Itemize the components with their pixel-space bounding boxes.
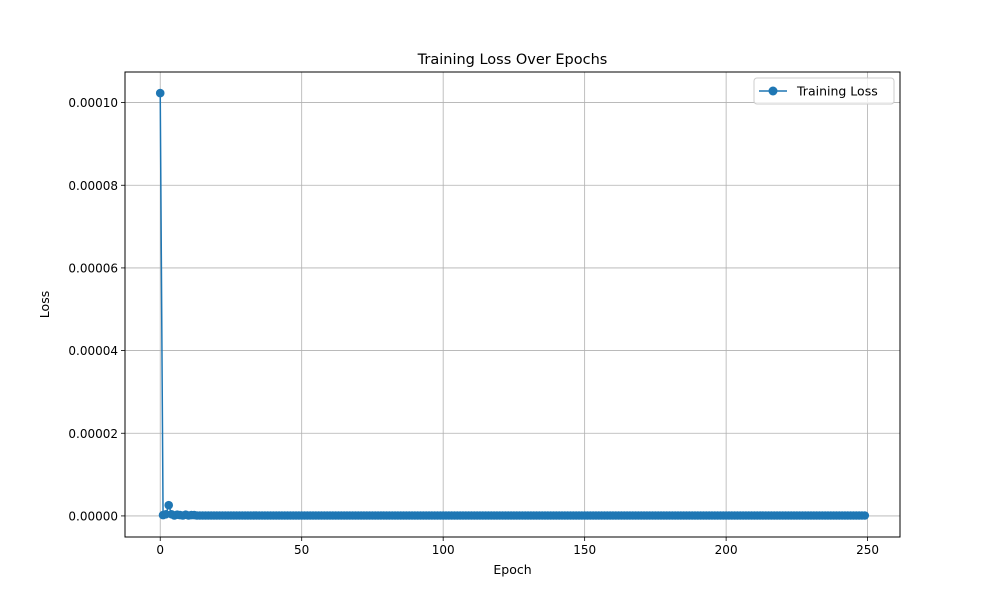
x-axis-label: Epoch — [493, 562, 531, 577]
x-tick-label: 50 — [294, 543, 309, 557]
chart-title: Training Loss Over Epochs — [417, 52, 608, 68]
x-tick-label: 100 — [432, 543, 455, 557]
y-tick-label: 0.00008 — [68, 179, 118, 193]
x-tick-label: 250 — [856, 543, 879, 557]
legend-series-marker — [768, 86, 778, 96]
y-tick-label: 0.00006 — [68, 261, 118, 275]
x-axis-ticks: 0 50 100 150 200 250 — [156, 537, 879, 557]
data-point — [155, 88, 165, 98]
data-point — [860, 511, 870, 520]
x-tick-label: 0 — [156, 543, 164, 557]
y-axis-ticks: 0.00000 0.00002 0.00004 0.00006 0.00008 0.000… — [68, 96, 125, 523]
plot-frame — [124, 71, 901, 538]
y-tick-label: 0.00000 — [68, 509, 118, 523]
y-tick-label: 0.00004 — [68, 344, 118, 358]
y-tick-label: 0.00010 — [68, 96, 118, 110]
legend-box — [753, 77, 895, 105]
x-tick-label: 200 — [715, 543, 738, 557]
series-layer — [155, 88, 870, 520]
legend: Training Loss — [753, 77, 895, 105]
legend-series-label: Training Loss — [796, 84, 878, 99]
y-tick-label: 0.00002 — [68, 427, 118, 441]
y-axis-label: Loss — [37, 291, 52, 318]
x-tick-label: 150 — [573, 543, 596, 557]
data-point — [164, 500, 174, 510]
